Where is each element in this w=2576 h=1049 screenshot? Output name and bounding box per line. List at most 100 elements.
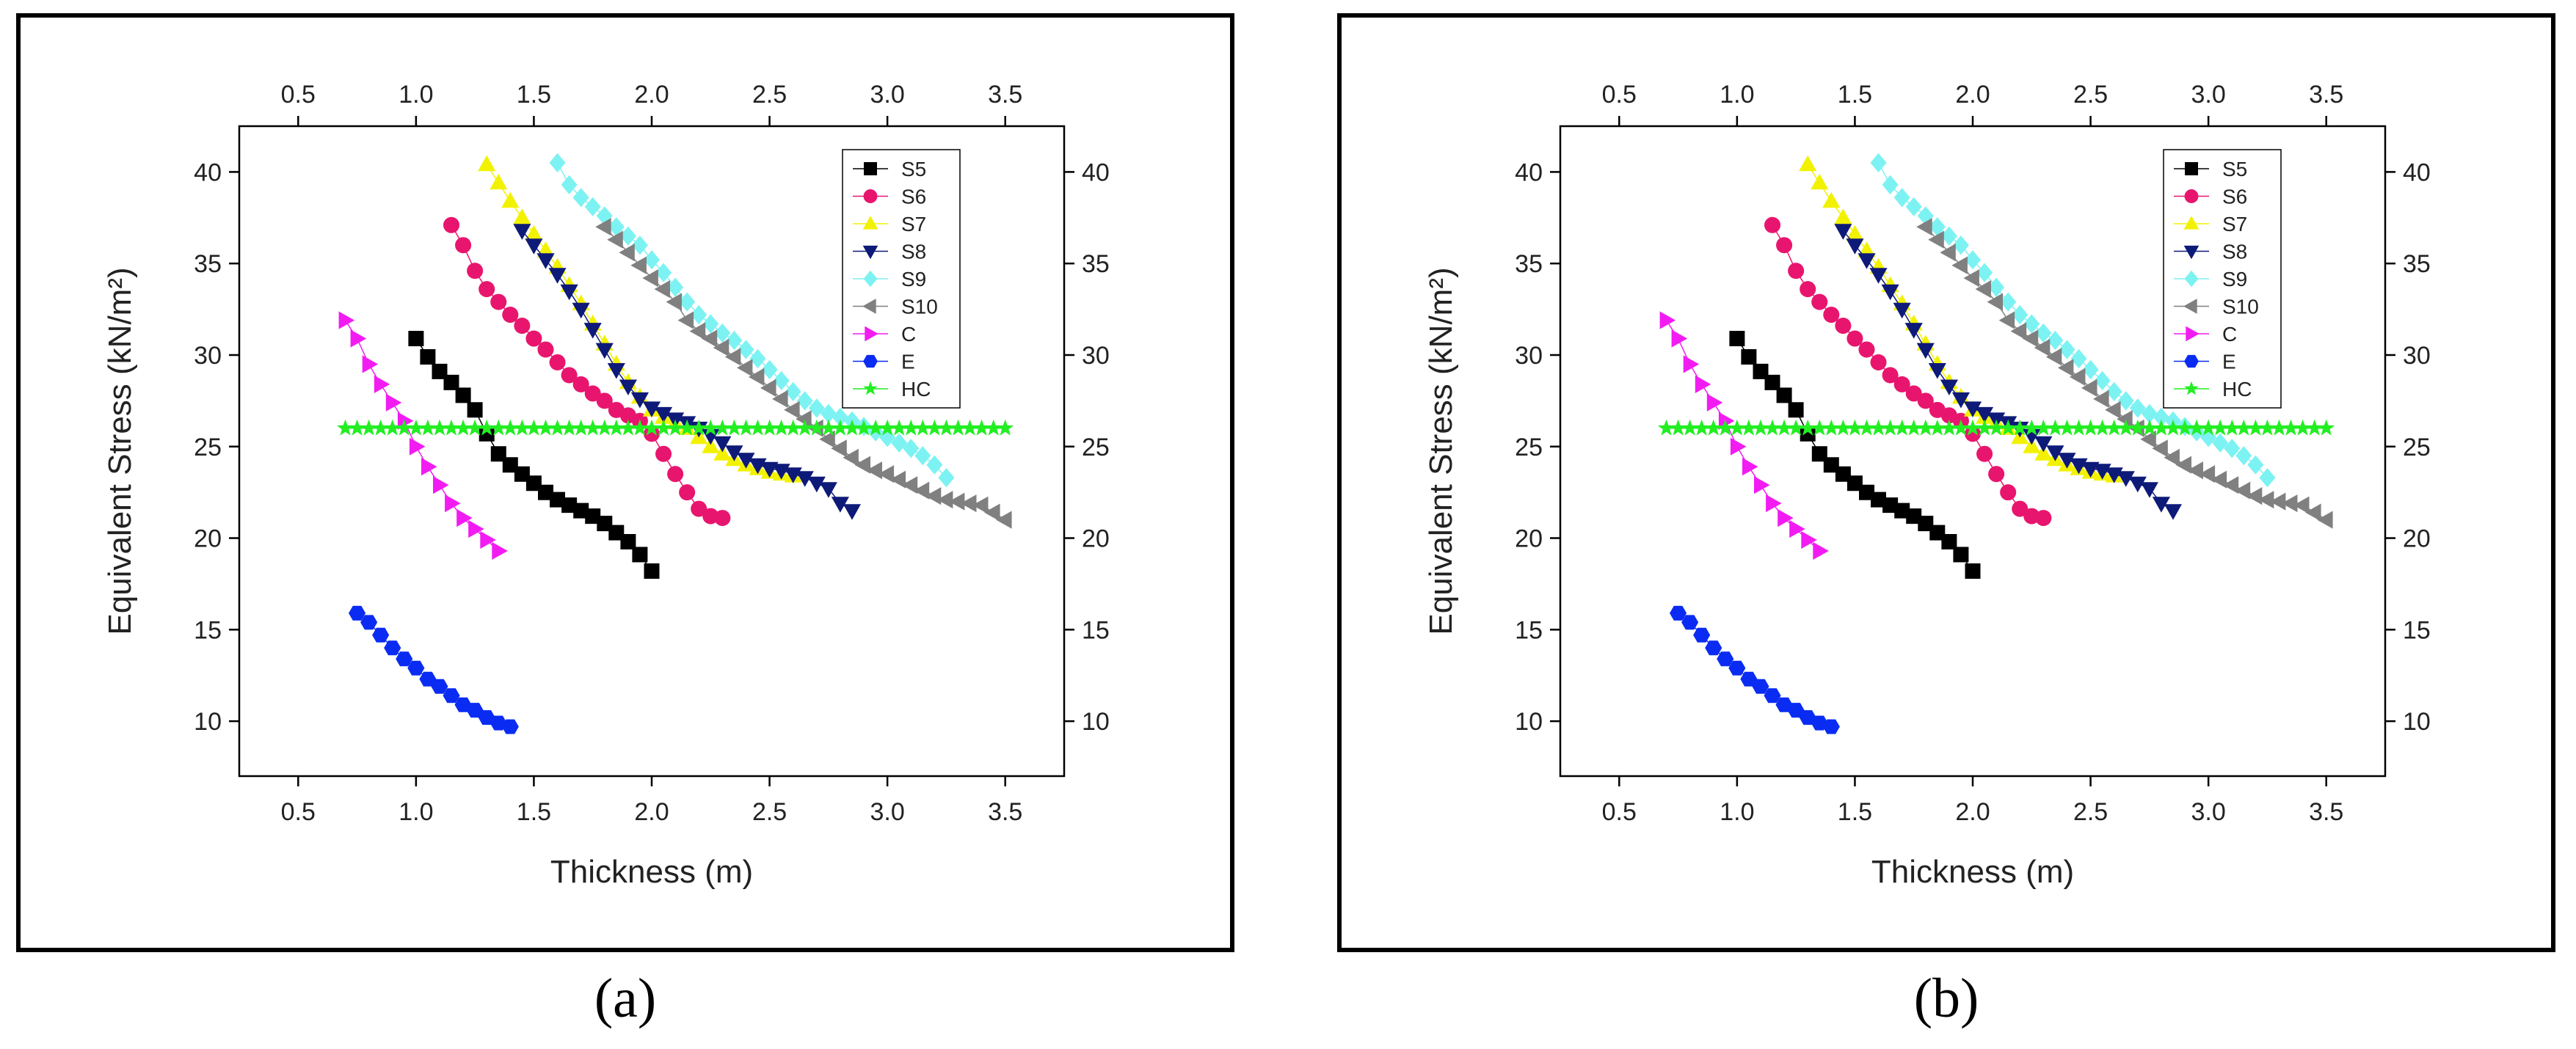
data-point-hc (1929, 419, 1946, 436)
y-tick-label-right: 35 (1082, 250, 1110, 278)
data-point-e (466, 703, 484, 718)
data-point-s9 (832, 407, 848, 427)
data-point-hc (1775, 419, 1793, 436)
series-c (1659, 311, 1829, 560)
y-tick-label-right: 40 (1082, 158, 1110, 186)
data-point-hc (419, 419, 437, 436)
data-point-s7 (1846, 224, 1864, 241)
data-point-s8 (796, 471, 814, 487)
data-point-hc (2082, 419, 2100, 436)
data-point-s8 (2164, 504, 2182, 520)
data-point-hc (2271, 419, 2288, 436)
data-point-s5 (1929, 524, 1946, 541)
legend-marker-s6 (863, 189, 878, 203)
x-tick-label-top: 0.5 (281, 81, 316, 109)
data-point-s8 (1904, 323, 1923, 339)
data-point-s9 (2023, 314, 2040, 334)
data-point-hc (950, 419, 967, 436)
data-point-s10 (760, 379, 776, 397)
data-point-hc (2188, 419, 2205, 436)
chart-panel-a: 0.5 0.5 1.0 1.0 1.5 1.5 2.0 2.0 2.5 2.5 3.0 3.0 3.5 3… (16, 13, 1234, 952)
data-point-s6 (1823, 307, 1840, 324)
data-point-s9 (2000, 292, 2017, 312)
y-tick-label-left: 25 (194, 434, 222, 461)
data-point-s5 (1800, 425, 1816, 442)
data-point-s8 (843, 504, 861, 520)
data-point-hc (431, 419, 448, 436)
x-tick-label-top: 2.0 (634, 81, 669, 109)
data-point-s9 (691, 304, 707, 325)
legend-marker-hc (863, 381, 878, 395)
data-point-s5 (1764, 374, 1780, 390)
data-point-s8 (583, 323, 602, 339)
data-point-hc (561, 419, 578, 436)
data-point-s10 (878, 465, 895, 483)
data-point-s7 (1811, 173, 1829, 190)
data-point-s5 (1882, 497, 1899, 513)
data-point-s9 (2094, 370, 2111, 390)
data-point-s10 (2117, 410, 2133, 428)
legend-label-s9: S9 (901, 268, 926, 290)
data-point-s8 (1951, 392, 1970, 409)
data-point-hc (985, 419, 1003, 436)
data-point-s7 (490, 173, 508, 190)
y-tick-label-left: 20 (1515, 525, 1543, 553)
data-point-c (1671, 329, 1688, 348)
data-point-s8 (536, 253, 555, 269)
data-point-s8 (1940, 379, 1958, 395)
data-point-c (1766, 494, 1782, 513)
data-point-s9 (761, 359, 778, 380)
x-tick-label-bottom: 1.0 (399, 798, 433, 826)
data-point-hc (725, 419, 743, 436)
data-point-s6 (1870, 354, 1887, 370)
data-point-s9 (808, 398, 825, 418)
y-tick-label-left: 35 (194, 250, 222, 278)
data-point-e (478, 710, 495, 725)
data-point-s6 (490, 293, 507, 310)
data-point-s10 (996, 511, 1012, 529)
legend-marker-s7 (2183, 216, 2200, 230)
panel-label-a: (a) (594, 968, 657, 1029)
data-point-c (1742, 458, 1758, 476)
data-point-c (468, 520, 484, 538)
data-point-hc (2094, 419, 2111, 436)
data-point-s10 (913, 481, 930, 500)
data-point-hc (1870, 419, 1887, 436)
data-point-s10 (2199, 465, 2216, 483)
data-point-c (1683, 355, 1700, 373)
data-point-hc (961, 419, 978, 436)
data-point-hc (1964, 419, 1982, 436)
data-point-s5 (479, 425, 495, 442)
data-point-hc (2294, 419, 2312, 436)
scatter-chart-b: 0.5 0.5 1.0 1.0 1.5 1.5 2.0 2.0 2.5 2.5 3.0 3.0 3.5 3… (1423, 81, 2431, 890)
data-point-e (431, 679, 448, 694)
data-point-s5 (467, 402, 483, 418)
data-point-hc (1822, 419, 1840, 436)
legend-marker-e (863, 354, 878, 368)
data-point-s5 (1741, 349, 1757, 365)
data-point-s6 (1835, 318, 1852, 335)
data-point-s8 (1834, 224, 1852, 240)
data-point-s5 (620, 534, 636, 549)
data-point-s10 (2045, 348, 2062, 366)
y-tick-label-right: 10 (1082, 708, 1110, 736)
data-point-s9 (1929, 217, 1946, 237)
data-point-hc (738, 419, 754, 436)
y-axis-label: Equivalent Stress (kN/m²) (1423, 267, 1459, 635)
data-point-hc (785, 419, 802, 436)
x-tick-label-top: 2.0 (1955, 81, 1990, 109)
data-point-c (409, 437, 426, 456)
data-point-hc (925, 419, 943, 436)
data-point-e (1740, 671, 1758, 687)
data-point-s9 (679, 292, 696, 312)
data-point-s6 (1800, 281, 1816, 298)
data-point-hc (2246, 419, 2264, 436)
data-point-s8 (807, 476, 826, 493)
data-point-e (1752, 679, 1769, 694)
data-point-c (350, 329, 367, 348)
y-tick-label-right: 35 (2403, 250, 2431, 278)
data-point-s9 (2247, 455, 2264, 475)
data-point-hc (384, 419, 401, 436)
data-point-s8 (630, 392, 649, 409)
data-point-s8 (572, 302, 590, 319)
